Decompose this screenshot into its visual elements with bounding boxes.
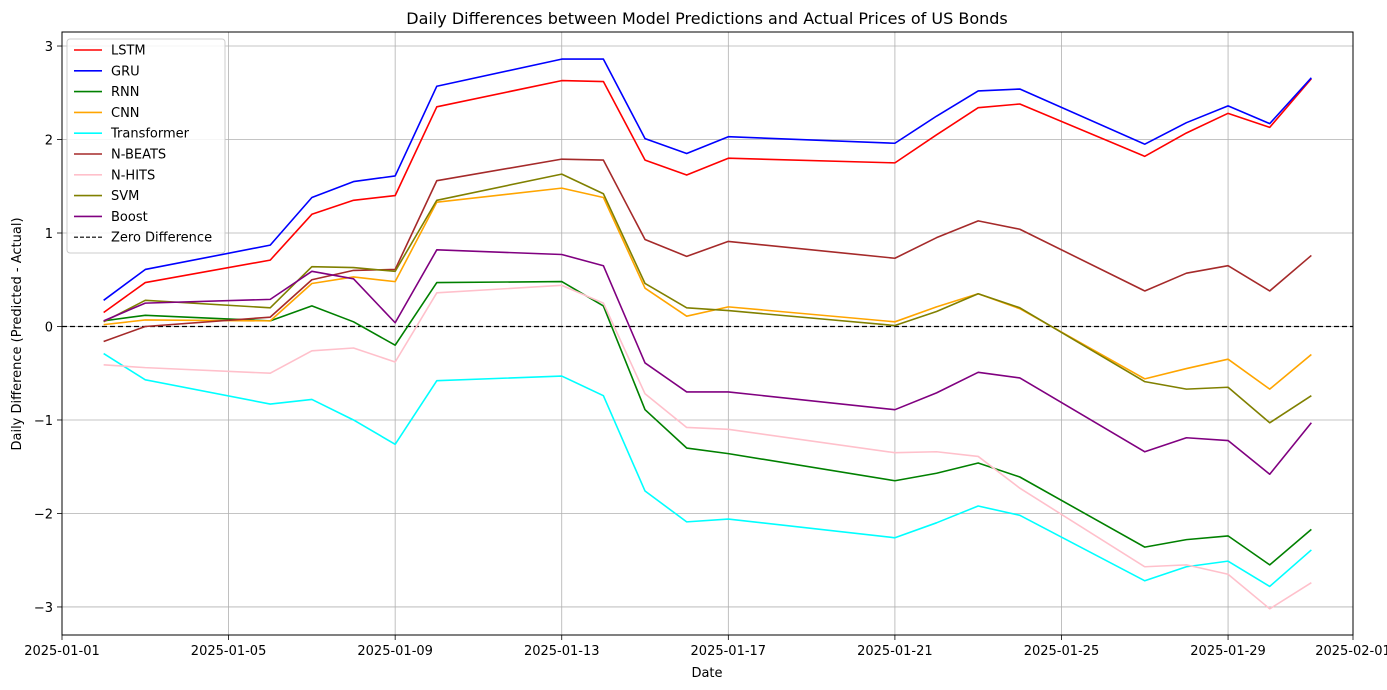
y-tick-label: 3 — [45, 40, 53, 55]
legend-label: CNN — [111, 106, 140, 121]
x-tick-label: 2025-01-01 — [24, 644, 100, 659]
legend-label: Transformer — [110, 127, 190, 142]
series-line-n-beats — [103, 158, 1312, 343]
y-tick-label: −1 — [34, 414, 53, 429]
series-line-cnn — [103, 187, 1312, 390]
legend-label: SVM — [111, 189, 139, 204]
x-tick-label: 2025-01-05 — [191, 644, 267, 659]
y-axis-label: Daily Difference (Predicted - Actual) — [10, 217, 25, 450]
x-tick-label: 2025-01-13 — [524, 644, 600, 659]
chart-legend: LSTM GRU RNN CNN Transformer N-BEATS N-HITS SVM… — [66, 38, 226, 254]
x-axis-ticks: 2025-01-01 2025-01-05 2025-01-09 2025-01-13… — [24, 635, 1387, 659]
legend-label: Boost — [111, 210, 148, 225]
x-tick-label: 2025-02-01 — [1315, 644, 1387, 659]
x-tick-label: 2025-01-17 — [691, 644, 767, 659]
series-line-lstm — [103, 78, 1312, 314]
series-line-svm — [103, 173, 1312, 424]
legend-box — [66, 38, 226, 254]
x-tick-label: 2025-01-21 — [857, 644, 933, 659]
x-tick-label: 2025-01-29 — [1190, 644, 1266, 659]
legend-label: GRU — [111, 64, 140, 79]
series-line-transformer — [103, 352, 1312, 588]
legend-label: RNN — [111, 85, 139, 100]
series-line-rnn — [103, 280, 1312, 566]
x-tick-label: 2025-01-09 — [357, 644, 433, 659]
y-tick-label: 0 — [45, 320, 53, 335]
plot-frame — [61, 31, 1354, 636]
legend-label: N-BEATS — [111, 148, 166, 163]
series-lines — [103, 58, 1312, 610]
y-tick-label: −2 — [34, 507, 53, 522]
legend-label: LSTM — [111, 44, 146, 59]
y-tick-label: −3 — [34, 601, 53, 616]
chart-title: Daily Differences between Model Predicti… — [406, 9, 1008, 28]
y-tick-label: 1 — [45, 227, 53, 242]
y-axis-ticks: −3 −2 −1 0 1 2 3 — [34, 40, 62, 616]
x-tick-label: 2025-01-25 — [1024, 644, 1100, 659]
y-tick-label: 2 — [45, 134, 53, 149]
series-line-gru — [103, 58, 1312, 301]
legend-label: N-HITS — [111, 168, 155, 183]
series-line-boost — [103, 249, 1312, 476]
x-axis-label: Date — [691, 666, 722, 681]
legend-label: Zero Difference — [111, 231, 212, 246]
series-line-n-hits — [103, 284, 1312, 610]
